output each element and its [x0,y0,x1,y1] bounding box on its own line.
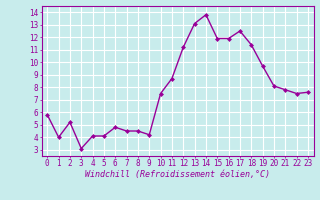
X-axis label: Windchill (Refroidissement éolien,°C): Windchill (Refroidissement éolien,°C) [85,170,270,179]
